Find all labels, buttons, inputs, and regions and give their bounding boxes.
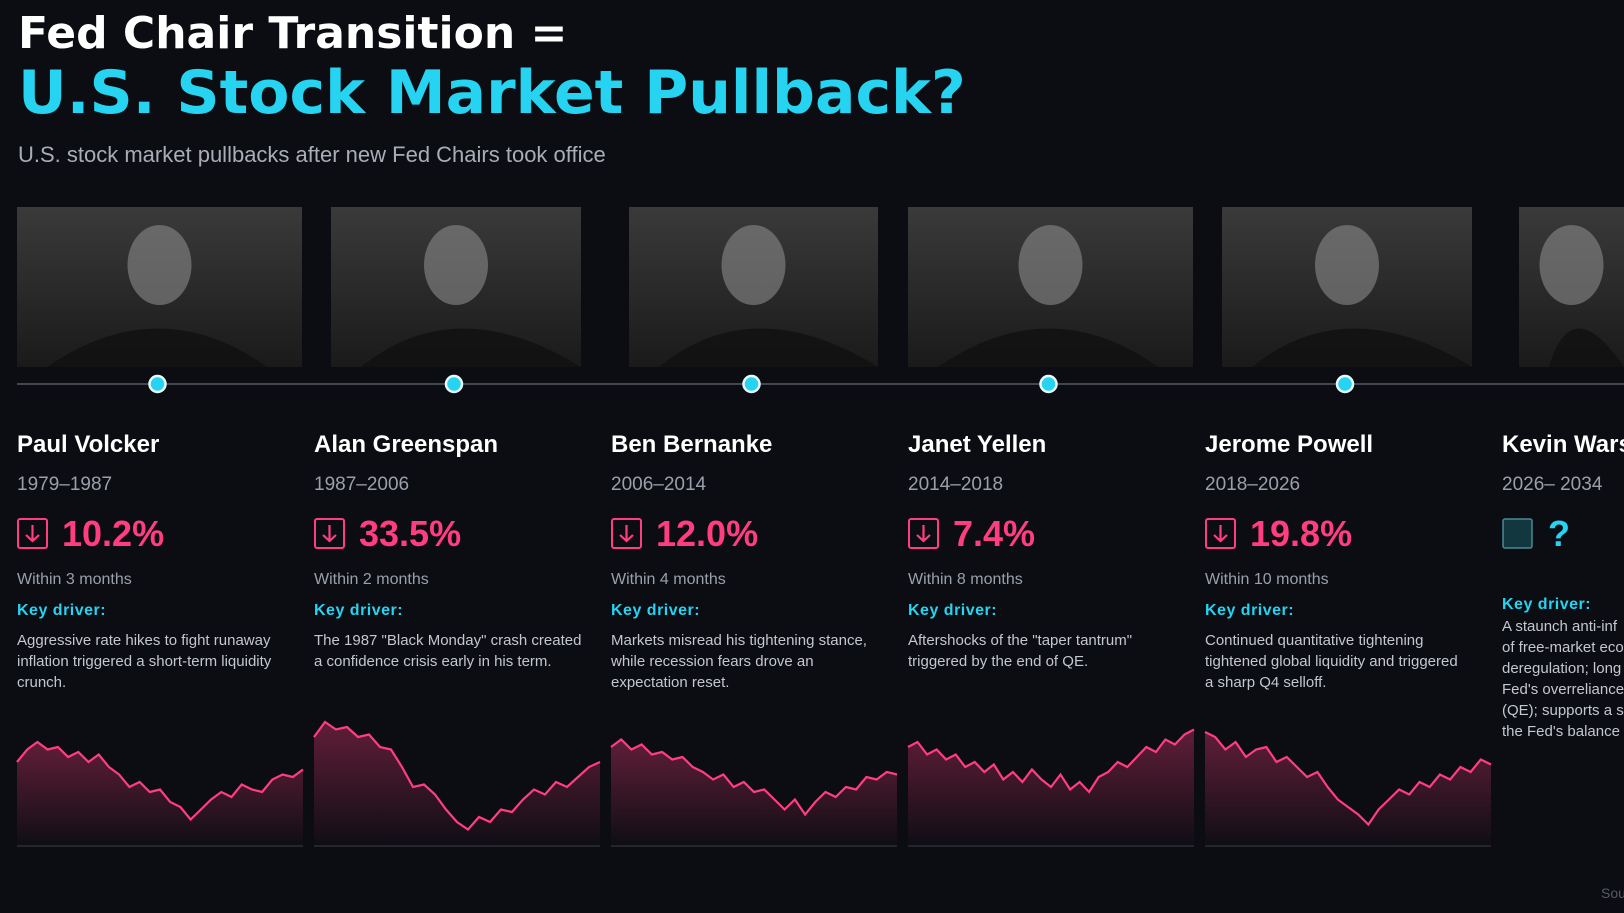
chair-name: Ben Bernanke: [611, 431, 773, 458]
sparkline-area: [17, 742, 303, 845]
chair-name: Alan Greenspan: [314, 431, 499, 458]
down-icon: [1205, 518, 1236, 549]
portrait-head: [1315, 225, 1379, 305]
sparkline: [610, 738, 898, 817]
timeline-dot: [742, 374, 761, 394]
pullback: 19.8%: [1250, 513, 1353, 554]
portrait-body: [1252, 328, 1472, 367]
key-driver-text: while recession fears drove an: [611, 653, 814, 670]
down-icon: [611, 518, 642, 549]
pullback: 12.0%: [656, 513, 759, 554]
key-driver-text: Continued quantitative tightening: [1205, 632, 1424, 649]
term: 1979–1987: [17, 474, 113, 495]
subtitle: U.S. stock market pullbacks after new Fe…: [18, 142, 606, 167]
term: 1987–2006: [314, 474, 410, 495]
term: 2014–2018: [908, 474, 1004, 495]
window: Within 2 months: [314, 571, 429, 588]
title-line2: U.S. Stock Market Pullback?: [18, 58, 966, 128]
pullback: 10.2%: [62, 513, 165, 554]
timeline-dot: [148, 374, 167, 394]
pending-icon: [1502, 518, 1533, 549]
key-driver-text: a confidence crisis early in his term.: [314, 653, 552, 670]
portrait-body: [659, 328, 878, 367]
pullback: ?: [1548, 513, 1570, 554]
window: Within 10 months: [1205, 571, 1329, 588]
portrait-head: [1539, 225, 1604, 305]
key-driver-text: crunch.: [17, 674, 67, 691]
pullback: 33.5%: [359, 513, 462, 554]
sparkline: [16, 740, 304, 822]
key-driver-text: Aggressive rate hikes to fight runaway: [17, 632, 271, 649]
down-arrow: [916, 525, 931, 543]
timeline-dot: [1039, 374, 1058, 394]
portrait-body: [361, 328, 581, 367]
key-driver-label: Key driver:: [17, 602, 107, 619]
down-icon: [908, 518, 939, 549]
sparkline: [1204, 731, 1492, 827]
key-driver-text: A staunch anti-inf: [1502, 618, 1618, 635]
key-driver-text: deregulation; long: [1502, 660, 1622, 677]
key-driver-text: triggered by the end of QE.: [908, 653, 1089, 670]
key-driver-text: of free-market eco: [1502, 639, 1624, 656]
down-icon: [314, 518, 345, 549]
portrait-head: [721, 225, 786, 305]
sparkline-area: [1205, 732, 1491, 845]
title-line1: Fed Chair Transition =: [18, 8, 568, 59]
key-driver-label: Key driver:: [1502, 596, 1592, 613]
sparkline-area: [314, 722, 600, 845]
window: Within 4 months: [611, 571, 726, 588]
down-arrow: [1213, 525, 1228, 543]
term: 2006–2014: [611, 474, 707, 495]
portrait-head: [127, 225, 192, 305]
chair-name: Jerome Powell: [1205, 431, 1374, 458]
key-driver-text: tightened global liquidity and triggered: [1205, 653, 1458, 670]
key-driver-label: Key driver:: [908, 602, 998, 619]
key-driver-text: Markets misread his tightening stance,: [611, 632, 867, 649]
down-arrow: [25, 525, 40, 543]
down-arrow: [619, 525, 634, 543]
portrait-body: [47, 328, 267, 367]
key-driver-text: Fed's overreliance: [1502, 681, 1624, 698]
key-driver-text: the Fed's balance: [1502, 723, 1620, 740]
key-driver-text: a sharp Q4 selloff.: [1205, 674, 1327, 691]
sparkline: [313, 720, 601, 831]
key-driver-text: Aftershocks of the "taper tantrum": [908, 632, 1133, 649]
key-driver-text: (QE); supports a s: [1502, 702, 1624, 719]
sparkline: [907, 728, 1195, 794]
chair-name: Kevin Warsh: [1502, 431, 1624, 458]
key-driver-label: Key driver:: [314, 602, 404, 619]
timeline-dot: [444, 374, 464, 394]
portrait-head: [424, 225, 488, 305]
key-driver-text: The 1987 "Black Monday" crash created: [314, 632, 582, 649]
key-driver-label: Key driver:: [611, 602, 701, 619]
window: Within 8 months: [908, 571, 1023, 588]
down-icon: [17, 518, 48, 549]
chair-name: Janet Yellen: [908, 431, 1047, 458]
down-arrow: [322, 525, 337, 543]
key-driver-text: inflation triggered a short-term liquidi…: [17, 653, 272, 670]
portrait-head: [1018, 225, 1083, 305]
portrait-body: [938, 328, 1158, 367]
timeline-dot: [1335, 374, 1355, 394]
pullback: 7.4%: [953, 513, 1036, 554]
key-driver-text: expectation reset.: [611, 674, 730, 691]
source: Sou: [1601, 885, 1624, 901]
window: Within 3 months: [17, 571, 132, 588]
term: 2026– 2034: [1502, 474, 1603, 495]
portrait-body: [1549, 328, 1624, 367]
key-driver-label: Key driver:: [1205, 602, 1295, 619]
chair-name: Paul Volcker: [17, 431, 160, 458]
term: 2018–2026: [1205, 474, 1301, 495]
